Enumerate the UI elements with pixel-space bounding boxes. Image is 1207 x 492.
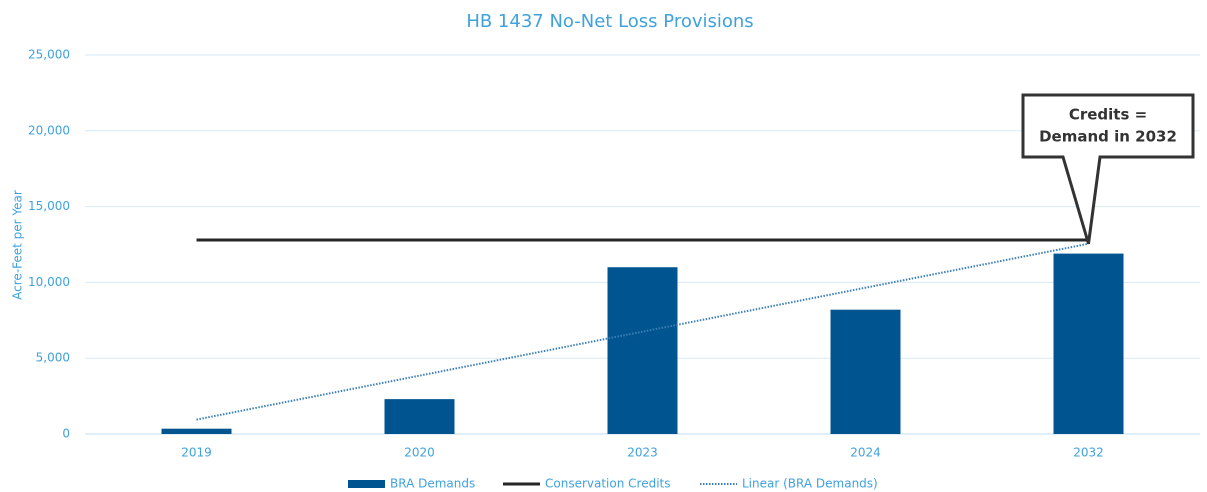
x-tick-label: 2020 bbox=[404, 446, 435, 460]
legend-label: Conservation Credits bbox=[545, 477, 671, 491]
bar bbox=[161, 428, 232, 434]
y-axis-label: Acre-Feet per Year bbox=[11, 190, 25, 300]
bar bbox=[607, 267, 678, 434]
y-tick-label: 15,000 bbox=[28, 199, 70, 213]
legend-label: Linear (BRA Demands) bbox=[742, 477, 878, 491]
bar bbox=[384, 399, 455, 434]
callout-box bbox=[1021, 93, 1195, 245]
y-tick-label: 20,000 bbox=[28, 123, 70, 137]
bar bbox=[1053, 253, 1124, 434]
x-tick-label: 2024 bbox=[850, 446, 881, 460]
x-tick-label: 2019 bbox=[181, 446, 212, 460]
chart-title: HB 1437 No-Net Loss Provisions bbox=[466, 11, 753, 32]
annotation: Demand in 2032 bbox=[1039, 128, 1177, 146]
y-tick-label: 25,000 bbox=[28, 48, 70, 62]
y-tick-label: 0 bbox=[62, 427, 70, 441]
legend-label: BRA Demands bbox=[390, 477, 475, 491]
legend-swatch bbox=[348, 480, 385, 488]
y-tick-label: 5,000 bbox=[36, 351, 70, 365]
x-tick-label: 2032 bbox=[1073, 446, 1104, 460]
annotation: Credits = bbox=[1069, 106, 1147, 124]
y-tick-label: 10,000 bbox=[28, 275, 70, 289]
bar bbox=[830, 309, 901, 434]
x-tick-label: 2023 bbox=[627, 446, 658, 460]
